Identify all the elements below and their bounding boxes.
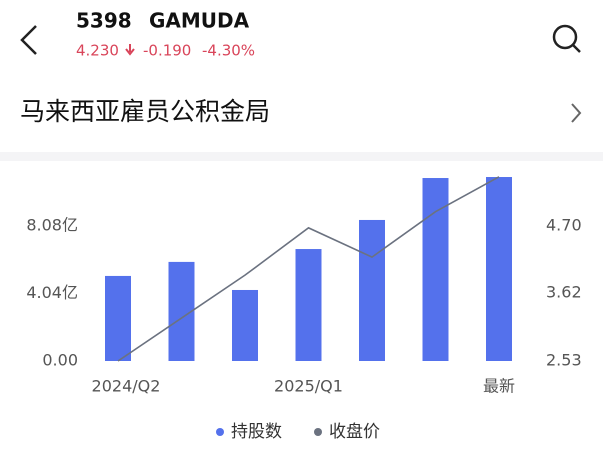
change-pct: -4.30% [202,42,255,60]
bar [359,219,385,361]
stock-symbol: 5398 [76,9,132,33]
legend-marker [314,428,322,436]
x-tick-label: 2024/Q2 [92,377,161,396]
separator [0,152,603,161]
bar [232,289,258,361]
price: 4.230 [76,42,119,60]
legend-marker [216,428,224,436]
bar [422,178,449,361]
legend-label: 收盘价 [329,422,380,442]
stock-name: GAMUDA [149,9,250,33]
y2-tick-label: 3.62 [546,283,582,302]
search-icon [552,24,578,50]
chart: 0.00 4.04亿 8.08亿 2.53 3.62 4.70 2024/Q2 2025/Q1… [26,176,582,442]
bar [295,249,322,361]
chevron[interactable] [571,103,582,123]
price-line [117,176,500,362]
back-button[interactable] [20,25,37,55]
legend-label: 持股数 [231,422,282,442]
x-tick-label: 最新 [483,377,515,396]
y2-tick-label: 2.53 [546,351,582,370]
y-tick-label: 8.08亿 [26,215,78,234]
bar [105,275,131,361]
y-tick-label: 0.00 [42,351,78,370]
y2-tick-label: 4.70 [546,215,582,234]
search-icon [572,44,581,53]
down-arrow [125,44,135,56]
bar [486,177,512,361]
x-tick-label: 2025/Q1 [274,377,343,396]
holder-title: 马来西亚雇员公积金局 [20,97,270,126]
y-tick-label: 4.04亿 [26,283,78,302]
search-button[interactable] [552,24,581,53]
change: -0.190 [143,42,191,60]
